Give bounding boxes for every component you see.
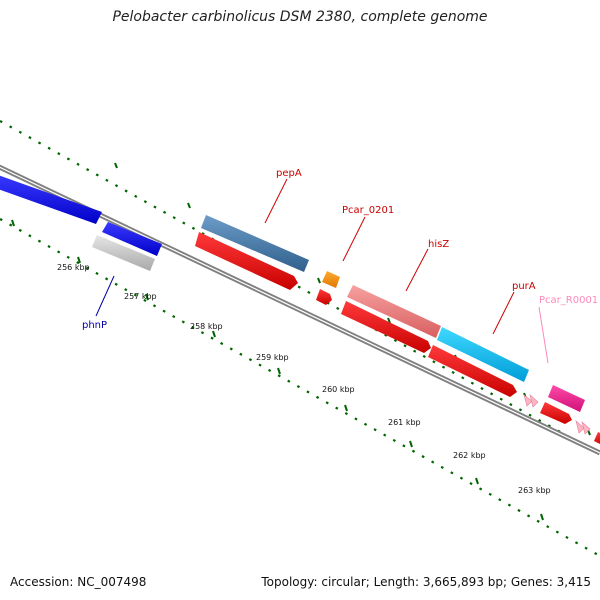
gene-red-5[interactable]	[540, 402, 572, 424]
gene-pcar-0201[interactable]	[322, 271, 340, 288]
gene-red-6[interactable]	[594, 432, 600, 446]
grey-feature	[92, 235, 155, 271]
gene-red-2[interactable]	[316, 289, 332, 305]
tick-label: 260 kbp	[322, 385, 355, 394]
label-pepA[interactable]: pepA	[276, 168, 302, 179]
label-purA[interactable]: purA	[512, 281, 536, 292]
tick-label: 258 kbp	[190, 322, 223, 331]
gene-phnP-forward[interactable]	[0, 174, 102, 224]
tick-label: 262 kbp	[453, 451, 486, 460]
gene-red-4[interactable]	[428, 345, 517, 397]
tick-label: 259 kbp	[256, 353, 289, 362]
gene-red-1[interactable]	[195, 232, 298, 290]
label-pcar-r0001[interactable]: Pcar_R0001	[539, 295, 598, 306]
trna-icon[interactable]	[581, 421, 591, 435]
trna-icon[interactable]	[575, 420, 585, 434]
label-phnP[interactable]: phnP	[82, 320, 107, 331]
gene-pcar-r0001[interactable]	[548, 385, 585, 412]
label-pcar-0201[interactable]: Pcar_0201	[342, 205, 394, 216]
label-leaders	[95, 178, 549, 364]
gene-purA[interactable]	[437, 327, 529, 382]
kbp-labels: 256 kbp 257 kbp 258 kbp 259 kbp 260 kbp …	[57, 263, 551, 495]
gene-grey[interactable]	[92, 235, 155, 271]
forward-strand-genes	[0, 174, 585, 412]
trna-icon[interactable]	[523, 394, 533, 407]
accession-text: Accession: NC_007498	[10, 575, 147, 589]
reverse-strand-genes	[195, 232, 600, 446]
gene-labels: pepA Pcar_0201 hisZ purA Pcar_R0001 phnP	[82, 168, 598, 331]
gene-pepA[interactable]	[201, 215, 309, 272]
gene-phnP-arrow[interactable]	[102, 222, 162, 256]
tick-label: 257 kbp	[124, 292, 157, 301]
gene-red-3[interactable]	[341, 301, 431, 353]
tick-label: 256 kbp	[57, 263, 90, 272]
label-hisZ[interactable]: hisZ	[428, 239, 449, 250]
outer-tick-ring	[0, 120, 600, 455]
genome-title: Pelobacter carbinolicus DSM 2380, comple…	[112, 9, 488, 25]
trna-markers	[523, 394, 591, 435]
tick-label: 261 kbp	[388, 418, 421, 427]
gene-hisZ[interactable]	[347, 285, 441, 338]
trna-icon[interactable]	[529, 394, 539, 408]
inner-tick-ring	[0, 218, 600, 557]
genome-summary-text: Topology: circular; Length: 3,665,893 bp…	[261, 575, 591, 589]
tick-label: 263 kbp	[518, 486, 551, 495]
